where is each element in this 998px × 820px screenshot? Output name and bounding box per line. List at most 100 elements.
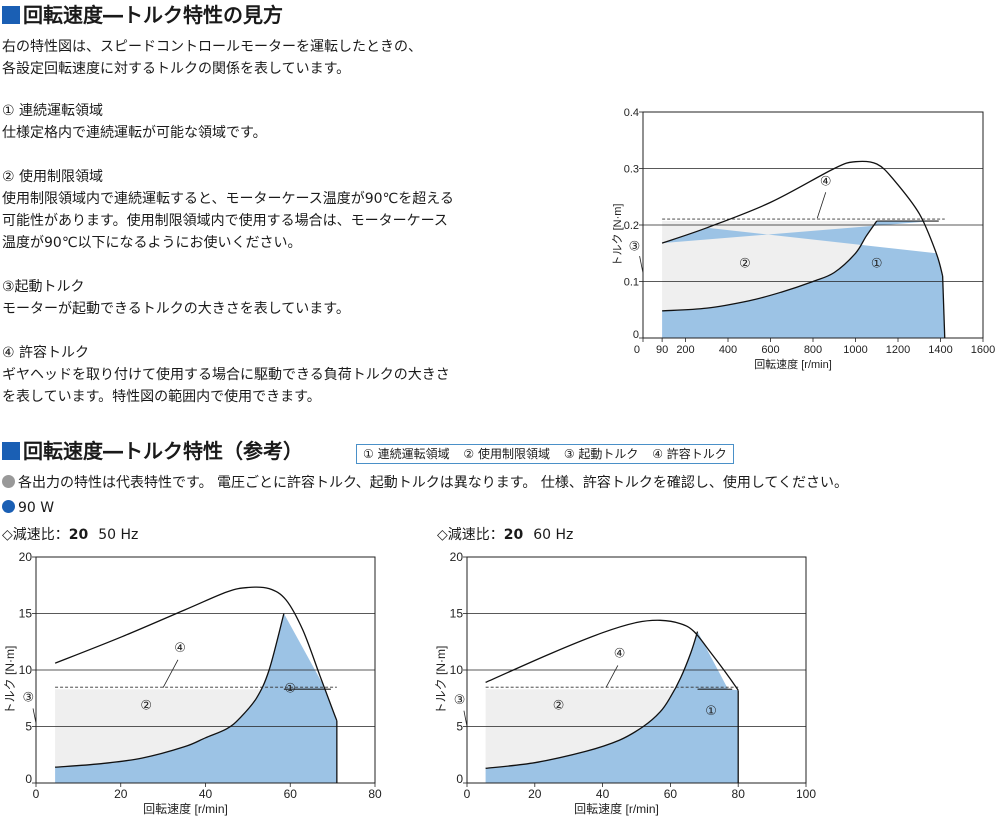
item-desc: 可能性があります。使用制限領域内で使用する場合は、モーターケース (2, 213, 448, 229)
y-tick-label: 20 (450, 550, 464, 564)
item-starting: ③起動トルク モーターが起動できるトルクの大きさを表しています。 (2, 276, 350, 320)
region-continuous-area (55, 613, 337, 783)
x-tick-label: 400 (719, 344, 737, 356)
max-torque-curve (661, 160, 944, 277)
region-label-starting: ③ (454, 692, 466, 707)
continuous-boundary-curve (662, 220, 878, 312)
leader-line-starting (463, 710, 468, 727)
section2-title: 回転速度―トルク特性（参考） (23, 439, 303, 463)
item-limited: ② 使用制限領域 使用制限領域内で連続運転すると、モーターケース温度が90℃を超… (2, 166, 454, 254)
note-text: 各出力の特性は代表特性です。 電圧ごとに許容トルク、起動トルクは異なります。 仕… (18, 475, 848, 491)
max-torque-curve (54, 586, 338, 722)
item-label: ④ 許容トルク (2, 345, 90, 361)
y-tick-label: 0.3 (624, 164, 639, 176)
continuous-boundary-curve (485, 631, 699, 769)
continuous-boundary-curve (55, 613, 285, 768)
legend-item: ④ 許容トルク (652, 447, 727, 461)
x-tick-label: 60 (284, 787, 298, 801)
item-desc: 温度が90℃以下になるようにお使いください。 (2, 235, 302, 251)
x-tick-label: 800 (804, 344, 822, 356)
item-continuous: ① 連続運転領域 仕様定格内で連続運転が可能な領域です。 (2, 100, 267, 144)
ratio-value: 20 (503, 527, 524, 543)
y-tick-label: 5 (456, 720, 463, 734)
x-tick-label: 600 (761, 344, 779, 356)
region-label-permissible: ④ (820, 173, 832, 188)
item-label: ② 使用制限領域 (2, 169, 104, 185)
region-label-starting: ③ (23, 690, 35, 705)
region-label-limited: ② (140, 698, 152, 713)
y-tick-label: 15 (19, 607, 33, 621)
x-axis-label: 回転速度 [r/min] (143, 801, 228, 816)
freq-label: 50 Hz (98, 527, 139, 543)
x-tick-label: 90 (656, 344, 668, 356)
region-continuous-area (662, 221, 945, 338)
item-label: ③起動トルク (2, 279, 85, 295)
chart-90w-60hz: 0 20 40 60 80 100 0 5 10 15 20 回転速度 [r/min] トルク [N·m… (434, 550, 816, 816)
freq-label: 60 Hz (533, 527, 574, 543)
leader-line-starting (639, 255, 644, 274)
x-tick-label: 1000 (843, 344, 867, 356)
x-axis-label: 回転速度 [r/min] (754, 357, 832, 371)
item-label: ① 連続運転領域 (2, 103, 104, 119)
y-tick-label: 0 (25, 772, 32, 786)
y-axis-label: トルク [N·m] (434, 646, 448, 715)
region-limited-area (485, 631, 698, 769)
region-label-limited: ② (553, 698, 565, 713)
x-tick-label: 200 (676, 344, 694, 356)
y-tick-label: 10 (450, 663, 464, 677)
y-tick-label: 0.4 (624, 107, 639, 119)
section2-heading: 回転速度―トルク特性（参考） (2, 439, 303, 463)
ratio-prefix: ◇減速比： (2, 527, 69, 543)
leader-line-starting (32, 708, 37, 724)
region-label-continuous: ① (284, 681, 296, 696)
x-tick-label: 80 (368, 787, 382, 801)
x-tick-label: 1600 (971, 344, 995, 356)
region-limited-area (662, 221, 877, 311)
region-label-continuous: ① (705, 703, 717, 718)
item-permissible: ④ 許容トルク ギヤヘッドを取り付けて使用する場合に駆動できる負荷トルクの大きさ… (2, 342, 450, 408)
legend-item: ③ 起動トルク (563, 447, 639, 461)
region-legend: ① 連続運転領域 ② 使用制限領域 ③ 起動トルク ④ 許容トルク (356, 444, 734, 464)
section2-note: 各出力の特性は代表特性です。 電圧ごとに許容トルク、起動トルクは異なります。 仕… (2, 473, 848, 493)
section1-intro: 右の特性図は、スピードコントロールモーターを運転したときの、 各設定回転速度に対… (2, 36, 422, 80)
intro-line: 各設定回転速度に対するトルクの関係を表しています。 (2, 61, 351, 77)
leader-line-permissible (816, 192, 827, 219)
y-tick-label: 0.1 (624, 277, 639, 289)
chart-60hz-caption: ◇減速比：20 60 Hz (437, 525, 573, 545)
x-tick-label: 80 (732, 787, 746, 801)
item-desc: を表しています。特性図の範囲内で使用できます。 (2, 389, 321, 405)
chart-reading-guide: 0 90 200 400 600 800 1000 1200 1400 1600 0 0.1 0.2 0.… (611, 107, 995, 371)
heading-square-icon (2, 442, 20, 460)
leader-line-permissible (605, 665, 619, 688)
x-tick-label: 40 (596, 787, 610, 801)
y-tick-label: 0.2 (624, 220, 639, 232)
leader-line-permissible (162, 659, 179, 688)
y-tick-label: 0 (456, 772, 463, 786)
legend-item: ② 使用制限領域 (463, 447, 550, 461)
y-tick-label: 5 (25, 720, 32, 734)
region-label-continuous: ① (871, 255, 883, 270)
section1-heading: 回転速度―トルク特性の見方 (2, 3, 283, 27)
ratio-value: 20 (68, 527, 89, 543)
y-axis-label: トルク [N·m] (3, 646, 17, 715)
chart-90w-50hz: 0 20 40 60 80 0 5 10 15 20 回転速度 [r/min] トルク [N·m] ① ②… (3, 550, 382, 816)
x-tick-label: 60 (664, 787, 678, 801)
intro-line: 右の特性図は、スピードコントロールモーターを運転したときの、 (2, 39, 422, 55)
item-desc: モーターが起動できるトルクの大きさを表しています。 (2, 301, 350, 317)
gray-bullet-icon (2, 475, 15, 488)
legend-item: ① 連続運転領域 (363, 447, 450, 461)
speed-limit-line (941, 275, 946, 339)
x-axis-label: 回転速度 [r/min] (574, 801, 659, 816)
region-label-starting: ③ (629, 238, 641, 253)
x-tick-label: 20 (528, 787, 542, 801)
max-torque-curve (485, 619, 739, 691)
region-label-limited: ② (739, 255, 751, 270)
x-tick-label: 100 (796, 787, 816, 801)
y-axis-label: トルク [N·m] (611, 204, 624, 267)
item-desc: 仕様定格内で連続運転が可能な領域です。 (2, 125, 267, 141)
region-label-permissible: ④ (614, 646, 626, 661)
item-desc: 使用制限領域内で連続運転すると、モーターケース温度が90℃を超える (2, 191, 454, 207)
y-tick-label: 10 (19, 663, 33, 677)
chart-50hz-caption: ◇減速比：20 50 Hz (2, 525, 138, 545)
x-tick-label: 40 (199, 787, 213, 801)
